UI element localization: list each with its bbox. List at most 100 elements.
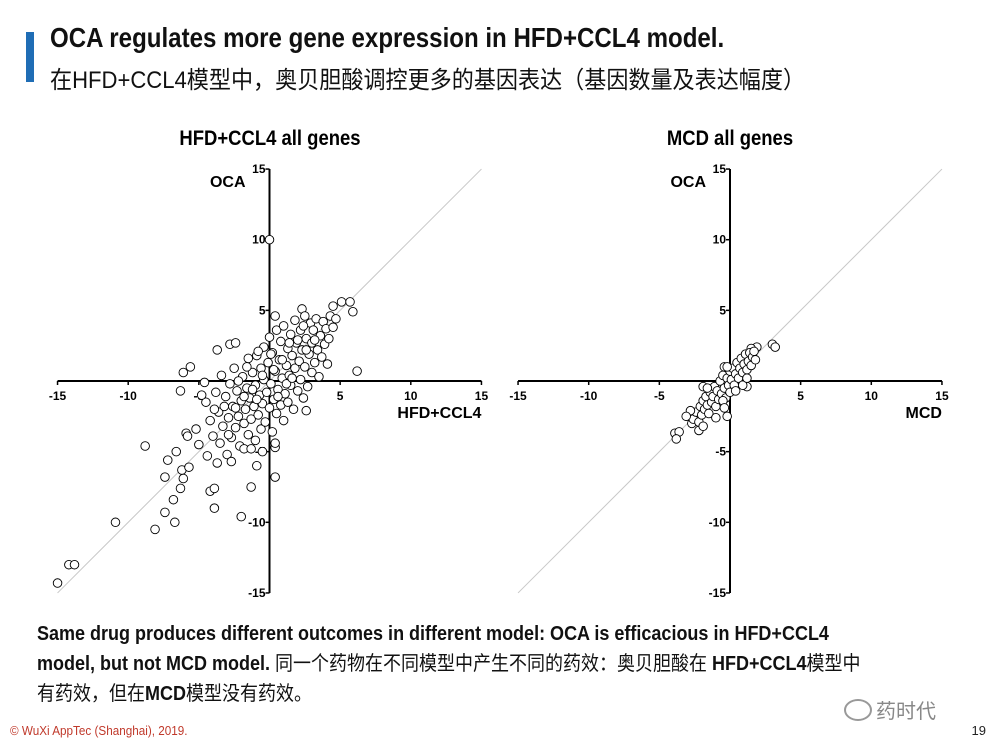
data-point: [328, 322, 338, 333]
x-axis-label: MCD: [906, 405, 942, 422]
data-point: [246, 444, 256, 454]
data-point: [309, 357, 320, 368]
data-point: [239, 418, 249, 429]
data-point: [230, 422, 241, 433]
data-point: [294, 356, 304, 366]
data-point: [256, 424, 266, 434]
x-axis-label: HFD+CCL4: [397, 405, 481, 422]
data-point: [270, 438, 280, 448]
x-tick-label: 15: [935, 389, 949, 403]
x-tick-label: 15: [475, 389, 489, 403]
y-tick-label: 10: [252, 233, 266, 247]
data-point: [52, 578, 63, 588]
data-point: [69, 559, 80, 570]
data-point: [273, 391, 283, 402]
wechat-icon: [844, 698, 872, 721]
data-point: [252, 394, 262, 405]
data-point: [243, 353, 254, 364]
y-tick-label: 15: [713, 162, 727, 176]
data-point: [284, 338, 295, 348]
data-point: [302, 381, 313, 392]
data-point: [239, 391, 249, 402]
data-point: [230, 403, 241, 413]
data-point: [218, 421, 228, 431]
data-point: [681, 411, 691, 422]
data-point: [268, 364, 279, 375]
conclusion-en-3: MCD: [145, 683, 186, 705]
data-point: [175, 386, 186, 396]
data-point: [110, 517, 121, 528]
data-point: [199, 377, 210, 388]
data-point: [140, 441, 150, 451]
data-point: [270, 472, 280, 482]
conclusion-cn-2: 模型中有药效，但在: [37, 653, 861, 705]
data-point: [730, 386, 741, 396]
data-point: [277, 355, 287, 365]
data-point: [261, 387, 272, 398]
data-point: [260, 417, 271, 427]
data-point: [257, 446, 268, 457]
data-point: [263, 357, 273, 368]
data-point: [178, 367, 189, 378]
data-point: [298, 393, 309, 403]
data-point: [336, 297, 347, 307]
y-tick-label: -5: [715, 445, 726, 459]
data-point: [671, 434, 682, 444]
data-point: [348, 307, 358, 317]
data-point: [232, 386, 242, 396]
data-point: [283, 397, 293, 407]
data-point: [722, 411, 732, 422]
data-point: [253, 346, 263, 357]
data-point: [264, 332, 275, 342]
data-point: [191, 424, 201, 434]
conclusion-en-2: HFD+CCL4: [712, 653, 807, 675]
data-point: [160, 507, 170, 518]
data-point: [328, 301, 338, 311]
data-point: [290, 315, 300, 325]
x-tick-label: 10: [404, 389, 418, 403]
data-point: [223, 429, 234, 440]
data-point: [737, 380, 748, 390]
conclusion-en: Same drug produces different outcomes in…: [37, 623, 829, 675]
data-point: [278, 321, 289, 331]
data-point: [240, 404, 251, 415]
data-point: [331, 314, 341, 324]
data-point: [750, 355, 761, 365]
data-point: [205, 415, 215, 426]
data-point: [722, 362, 732, 372]
chart-title: HFD+CCL4 all genes: [179, 127, 360, 150]
data-point: [264, 403, 275, 413]
data-point: [317, 352, 327, 362]
scatter-chart-2: MCD all genes -15 -10 -5 5 10 15 15 10 5 -5 -10 -15 O…: [509, 127, 949, 600]
data-point: [312, 345, 323, 355]
data-point: [264, 234, 275, 245]
data-point: [184, 462, 194, 472]
data-point: [226, 456, 237, 467]
data-point: [212, 345, 222, 355]
data-point: [266, 349, 276, 359]
data-point: [170, 517, 180, 528]
x-tick-label: 10: [865, 389, 879, 403]
data-point: [308, 325, 319, 335]
data-point: [229, 363, 239, 374]
data-point: [295, 374, 306, 385]
x-tick-label: 5: [337, 389, 344, 403]
data-point: [698, 421, 708, 431]
data-point: [219, 401, 230, 412]
data-point: [209, 483, 220, 494]
data-point: [225, 379, 235, 389]
data-point: [742, 373, 752, 383]
data-point: [250, 435, 261, 446]
y-tick-label: 15: [252, 162, 266, 176]
data-point: [301, 345, 311, 355]
data-point: [345, 297, 355, 307]
chart-title: MCD all genes: [667, 127, 793, 150]
data-point: [749, 346, 759, 357]
data-point: [163, 455, 173, 465]
data-point: [300, 311, 310, 321]
data-point: [719, 403, 730, 413]
y-tick-label: 5: [259, 303, 266, 317]
data-point: [322, 359, 333, 369]
data-point: [171, 446, 181, 457]
conclusion-cn-1: 同一个药物在不同模型中产生不同的药效：奥贝胆酸在: [274, 653, 707, 675]
